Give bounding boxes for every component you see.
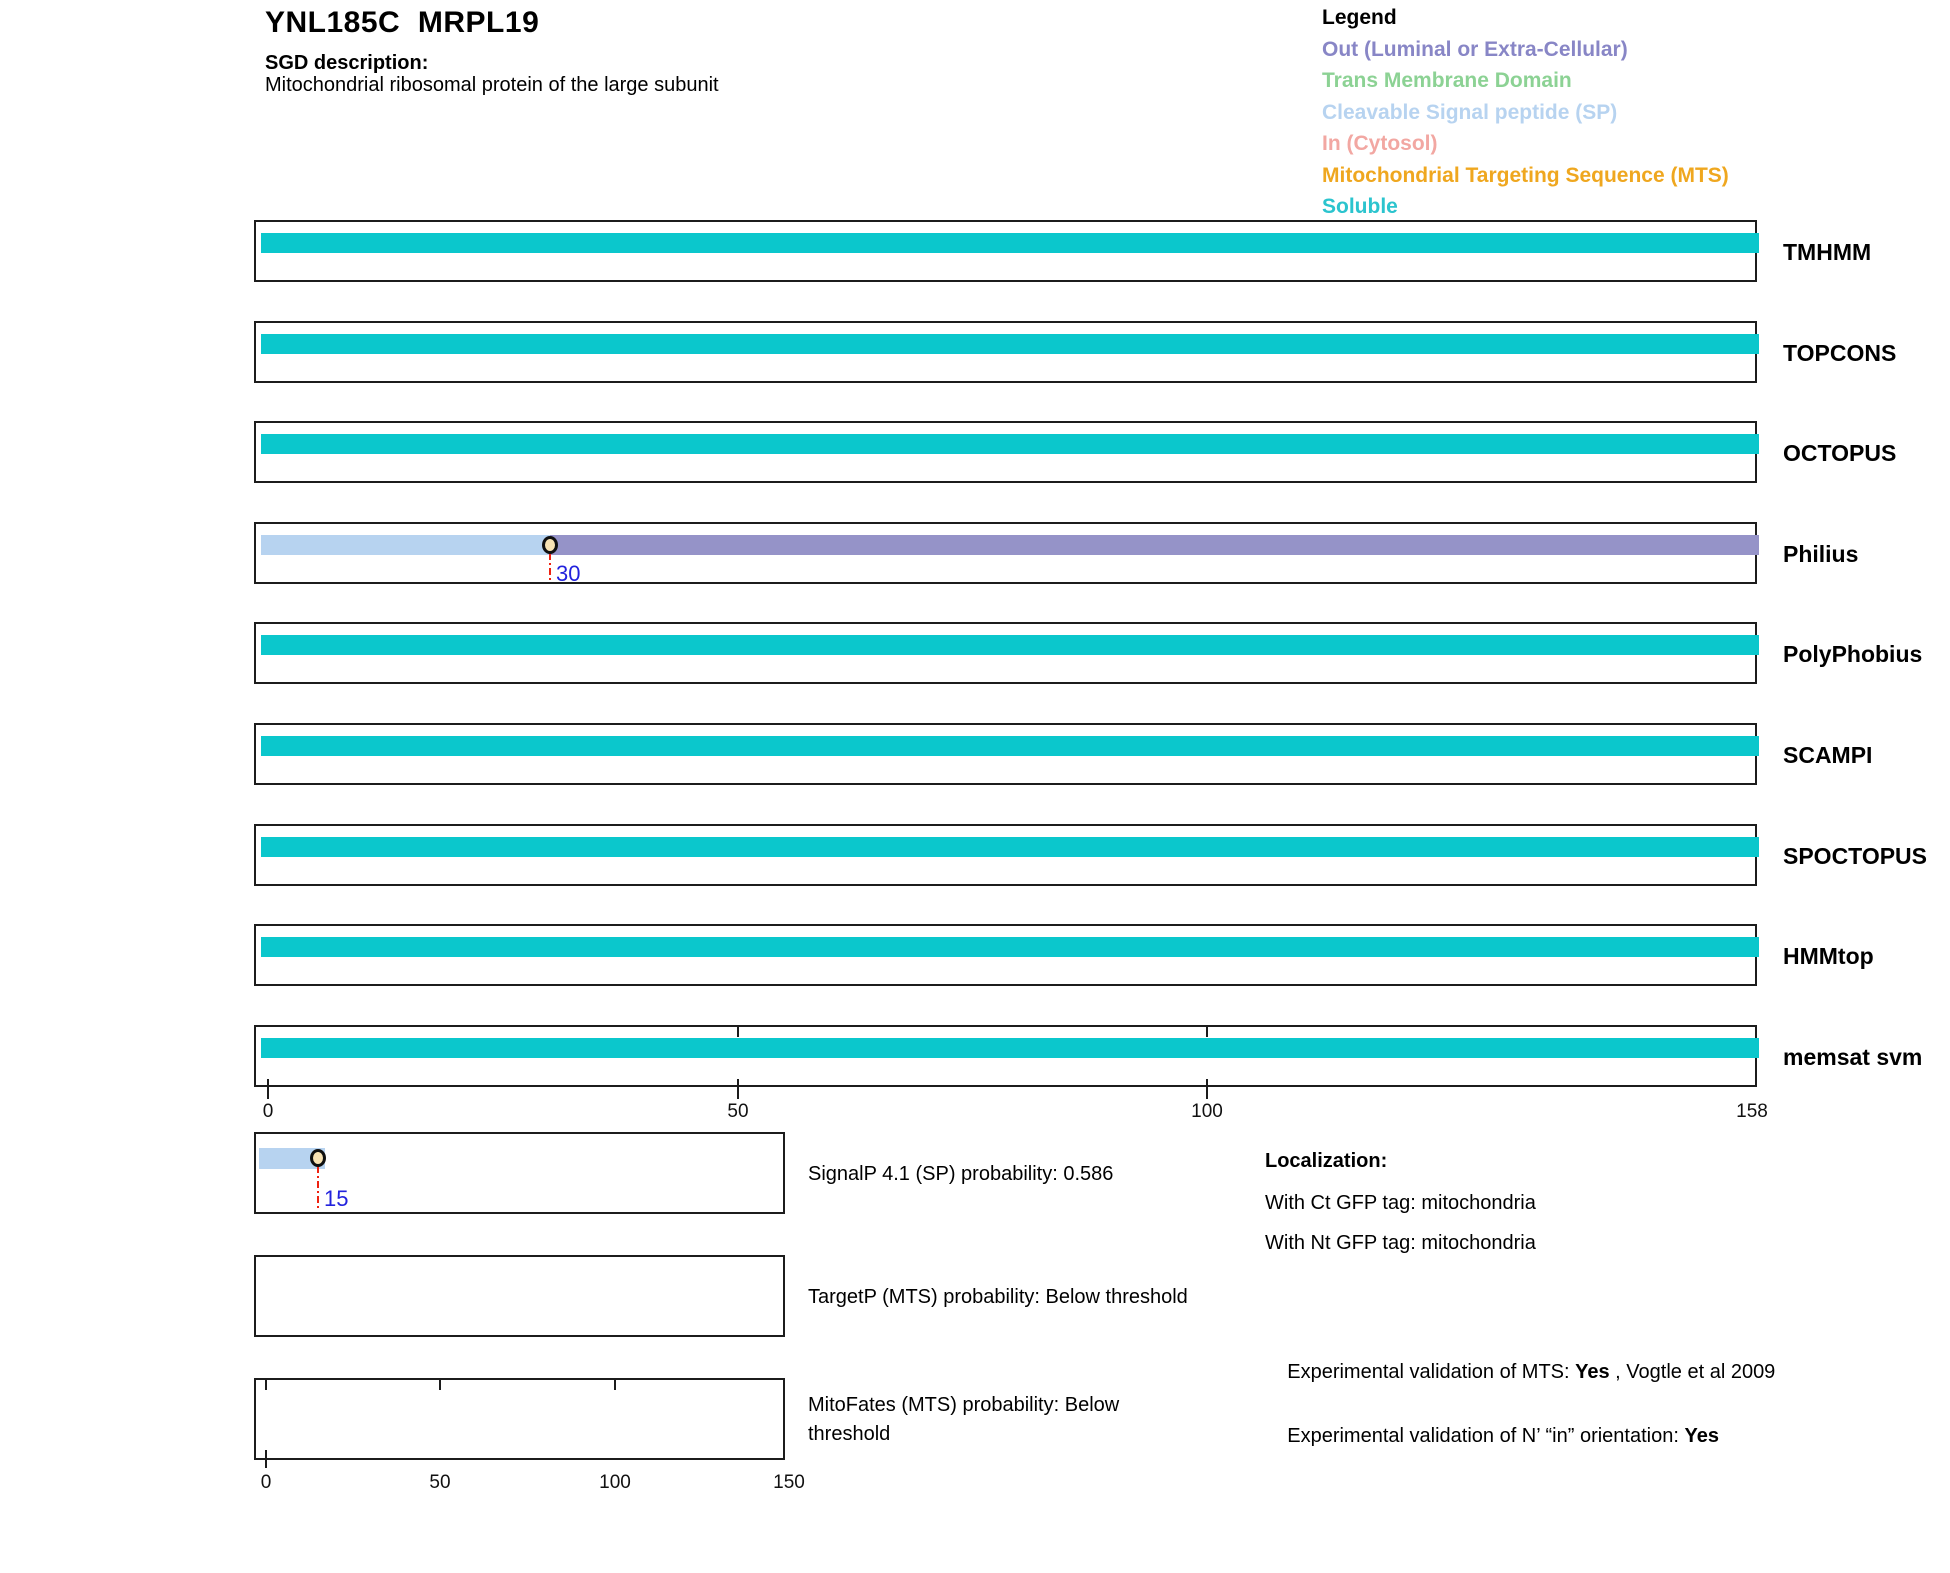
mts-validation-reference: , Vogtle et al 2009 xyxy=(1609,1361,1776,1383)
prob-plot-label-MitoFates: MitoFates (MTS) probability: Below xyxy=(808,1394,1120,1416)
axis-tick xyxy=(1206,1027,1208,1037)
track-label-memsat-svm: memsat svm xyxy=(1783,1044,1923,1070)
mts-validation-value: Yes xyxy=(1575,1361,1610,1383)
track-label-SPOCTOPUS: SPOCTOPUS xyxy=(1783,843,1927,869)
axis-tick-label: 0 xyxy=(262,1101,274,1122)
axis-tick xyxy=(439,1380,441,1390)
mts-validation-line: Experimental validation of MTS: Yes , Vo… xyxy=(1265,1338,1775,1407)
mts-validation-prefix: Experimental validation of MTS: xyxy=(1287,1361,1576,1383)
orientation-value: Yes xyxy=(1684,1425,1719,1447)
track-label-TMHMM: TMHMM xyxy=(1783,239,1872,265)
prob-box-SignalP xyxy=(254,1132,785,1214)
localization-title: Localization: xyxy=(1265,1150,1388,1172)
axis-tick xyxy=(737,1027,739,1037)
track-label-HMMtop: HMMtop xyxy=(1783,943,1874,969)
legend-item-4: In (Cytosol) xyxy=(1322,132,1438,155)
prob-plot-label-MitoFates: threshold xyxy=(808,1423,891,1445)
track-label-PolyPhobius: PolyPhobius xyxy=(1783,641,1923,667)
track-segment xyxy=(261,334,1759,354)
axis-tick-label: 150 xyxy=(773,1472,805,1493)
axis-tick-label: 100 xyxy=(599,1472,631,1493)
axis-tick xyxy=(1206,1079,1208,1099)
track-label-Philius: Philius xyxy=(1783,541,1859,567)
axis-tick-label: 50 xyxy=(727,1101,749,1122)
orientation-prefix: Experimental validation of N’ “in” orien… xyxy=(1287,1425,1685,1447)
track-segment xyxy=(261,233,1759,253)
legend-item-2: Trans Membrane Domain xyxy=(1322,69,1572,92)
axis-tick xyxy=(737,1079,739,1099)
ct-gfp-localization: With Ct GFP tag: mitochondria xyxy=(1265,1192,1536,1214)
prob-plot-label-TargetP: TargetP (MTS) probability: Below thresho… xyxy=(808,1286,1188,1308)
track-segment xyxy=(261,434,1759,454)
legend-item-1: Out (Luminal or Extra-Cellular) xyxy=(1322,37,1628,61)
prob-box-TargetP xyxy=(254,1255,785,1337)
legend-title: Legend xyxy=(1322,6,1397,29)
track-segment xyxy=(261,535,550,555)
track-segment xyxy=(261,1038,1759,1058)
track-segment xyxy=(261,635,1759,655)
page-title: YNL185C MRPL19 xyxy=(265,6,540,39)
axis-tick xyxy=(265,1450,267,1468)
axis-tick-label: 50 xyxy=(429,1472,451,1493)
axis-tick-label: 158 xyxy=(1736,1101,1768,1122)
prob-box-MitoFates xyxy=(254,1378,785,1460)
sgd-description-text: Mitochondrial ribosomal protein of the l… xyxy=(265,74,719,96)
axis-tick-label: 100 xyxy=(1191,1101,1223,1122)
position-marker xyxy=(310,1149,326,1167)
track-label-SCAMPI: SCAMPI xyxy=(1783,742,1873,768)
prob-segment xyxy=(259,1148,325,1169)
track-segment xyxy=(550,535,1759,555)
track-label-TOPCONS: TOPCONS xyxy=(1783,340,1897,366)
track-segment xyxy=(261,837,1759,857)
track-segment xyxy=(261,736,1759,756)
legend-item-5: Mitochondrial Targeting Sequence (MTS) xyxy=(1322,163,1729,187)
axis-tick-label: 0 xyxy=(260,1472,272,1493)
axis-tick xyxy=(265,1380,267,1390)
axis-tick xyxy=(267,1079,269,1099)
legend-item-6: Soluble xyxy=(1322,195,1398,218)
position-marker-label: 15 xyxy=(324,1186,349,1211)
position-marker xyxy=(542,536,558,554)
legend-item-3: Cleavable Signal peptide (SP) xyxy=(1322,100,1618,124)
orientation-validation-line: Experimental validation of N’ “in” orien… xyxy=(1265,1402,1719,1471)
position-marker-label: 30 xyxy=(556,561,581,586)
position-marker-line xyxy=(549,553,551,581)
sgd-description-label: SGD description: xyxy=(265,52,429,74)
track-label-OCTOPUS: OCTOPUS xyxy=(1783,440,1897,466)
nt-gfp-localization: With Nt GFP tag: mitochondria xyxy=(1265,1232,1536,1254)
legend: Legend Out (Luminal or Extra-Cellular) Tr… xyxy=(1322,2,1729,223)
prob-plot-label-SignalP: SignalP 4.1 (SP) probability: 0.586 xyxy=(808,1163,1114,1185)
track-segment xyxy=(261,937,1759,957)
axis-tick xyxy=(614,1380,616,1390)
position-marker-line xyxy=(317,1166,319,1210)
